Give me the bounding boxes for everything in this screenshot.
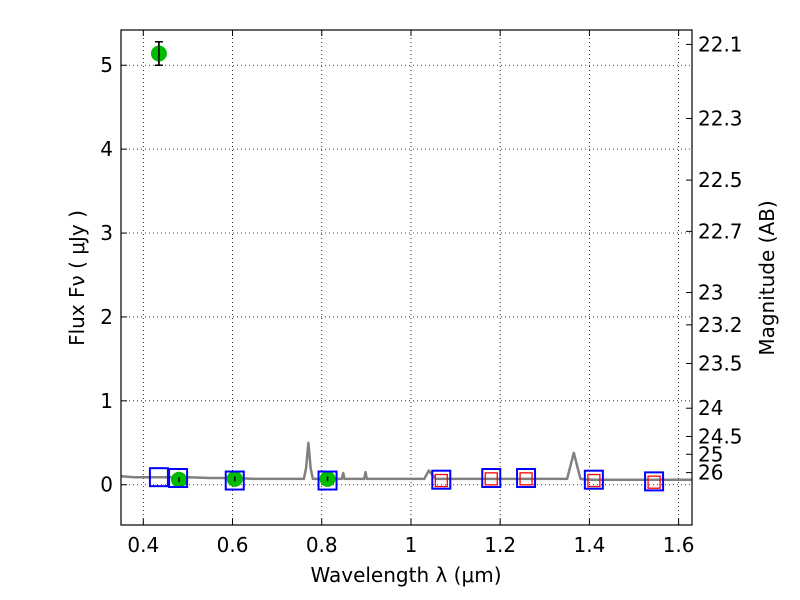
mag-tick-label: 22.7 [698,219,743,243]
mag-tick-label: 22.3 [698,106,743,130]
x-tick-label: 0.6 [217,533,249,557]
y-tick-label: 5 [100,53,113,77]
y2-axis-label: Magnitude (AB) [755,200,779,355]
x-tick-label: 1.4 [573,533,605,557]
model-flux-square [431,469,452,490]
x-tick-label: 1.2 [484,533,516,557]
synthetic-flux-square [587,473,601,488]
data-series [121,40,692,492]
x-tick-label: 1.6 [663,533,695,557]
y-axis-label: Flux Fν ( μJy ) [65,210,89,346]
plot-frame [120,29,693,526]
y-tick-label: 1 [100,389,113,413]
model-flux-square [516,468,537,489]
x-axis-label: Wavelength λ (μm) [310,563,501,587]
model-flux-square [148,467,169,488]
plot-content [121,40,692,492]
synthetic-flux-square [484,472,498,486]
synthetic-flux-square [434,473,448,488]
mag-tick-label: 23.2 [698,313,743,337]
mag-tick-label: 23.5 [698,351,743,375]
y-tick-label: 2 [100,305,113,329]
tick-labels: 0.4 0.6 0.8 1 1.2 1.4 1.601234522.122.322.522.… [100,32,742,557]
model-flux-square [644,471,665,492]
y-tick-label: 0 [100,473,113,497]
mag-tick-label: 25 [698,442,723,466]
mag-tick-label: 24 [698,396,723,420]
synthetic-flux-square [519,472,533,486]
mag-tick-label: 22.1 [698,32,743,56]
model-flux-square [168,468,189,489]
mag-tick-label: 26 [698,461,723,485]
synthetic-flux-square [647,475,661,489]
model-flux-square [583,469,604,490]
mag-tick-label: 22.5 [698,168,743,192]
mag-tick-label: 24.5 [698,424,743,448]
y-tick-label: 3 [100,221,113,245]
x-tick-label: 1 [405,533,418,557]
model-flux-square [224,470,245,491]
x-tick-label: 0.8 [306,533,338,557]
grid-lines [121,30,692,525]
mag-tick-label: 23 [698,281,723,305]
x-tick-label: 0.4 [127,533,159,557]
axis-ticks [121,30,692,525]
model-flux-square [481,468,502,489]
model-flux-square [317,470,338,491]
y-tick-label: 4 [100,137,113,161]
